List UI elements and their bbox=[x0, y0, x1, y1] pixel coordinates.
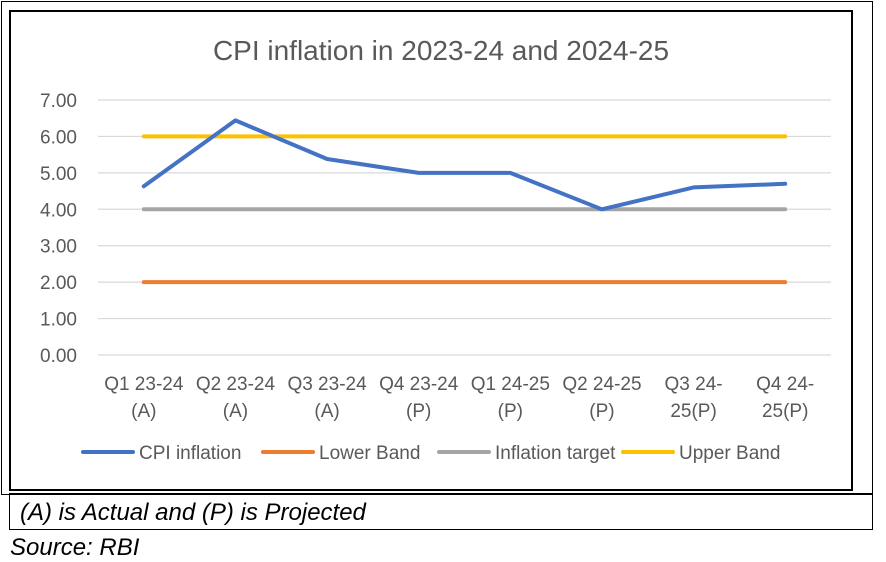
x-tick-label: (P) bbox=[589, 401, 614, 422]
x-tick-label: 25(P) bbox=[670, 401, 716, 422]
x-tick-label: Q1 24-25 bbox=[471, 374, 550, 395]
x-tick-label: (P) bbox=[406, 401, 431, 422]
legend-label: Upper Band bbox=[679, 443, 780, 464]
x-tick-label: (A) bbox=[223, 401, 248, 422]
x-tick-label: Q4 23-24 bbox=[379, 374, 459, 395]
note-box: (A) is Actual and (P) is Projected bbox=[9, 493, 873, 530]
x-tick-label: Q3 23-24 bbox=[287, 374, 367, 395]
x-tick-label: Q3 24- bbox=[665, 374, 723, 395]
x-tick-label: (A) bbox=[314, 401, 339, 422]
y-tick-label: 5.00 bbox=[40, 164, 77, 185]
chart-title: CPI inflation in 2023-24 and 2024-25 bbox=[213, 35, 669, 66]
y-tick-label: 1.00 bbox=[40, 310, 77, 331]
y-tick-label: 2.00 bbox=[40, 273, 77, 294]
source-text: Source: RBI bbox=[10, 534, 140, 561]
legend-label: Lower Band bbox=[319, 443, 420, 464]
x-tick-label: Q4 24- bbox=[756, 374, 814, 395]
note-text: (A) is Actual and (P) is Projected bbox=[20, 499, 366, 526]
series-line-cpi-inflation bbox=[141, 118, 788, 212]
chart-container: CPI inflation in 2023-24 and 2024-25 0.00… bbox=[9, 10, 853, 491]
cpi-line-chart: CPI inflation in 2023-24 and 2024-25 0.00… bbox=[40, 35, 831, 464]
x-tick-label: (P) bbox=[498, 401, 523, 422]
y-tick-label: 0.00 bbox=[40, 346, 77, 367]
y-tick-label: 6.00 bbox=[40, 127, 77, 148]
legend-label: CPI inflation bbox=[139, 443, 241, 464]
y-tick-label: 4.00 bbox=[40, 200, 77, 221]
x-tick-label: (A) bbox=[131, 401, 156, 422]
y-tick-label: 3.00 bbox=[40, 237, 77, 258]
legend-label: Inflation target bbox=[495, 443, 616, 464]
x-tick-label: 25(P) bbox=[762, 401, 808, 422]
x-tick-label: Q2 23-24 bbox=[196, 374, 276, 395]
y-tick-label: 7.00 bbox=[40, 91, 77, 112]
x-tick-label: Q1 23-24 bbox=[104, 374, 184, 395]
x-tick-label: Q2 24-25 bbox=[562, 374, 641, 395]
